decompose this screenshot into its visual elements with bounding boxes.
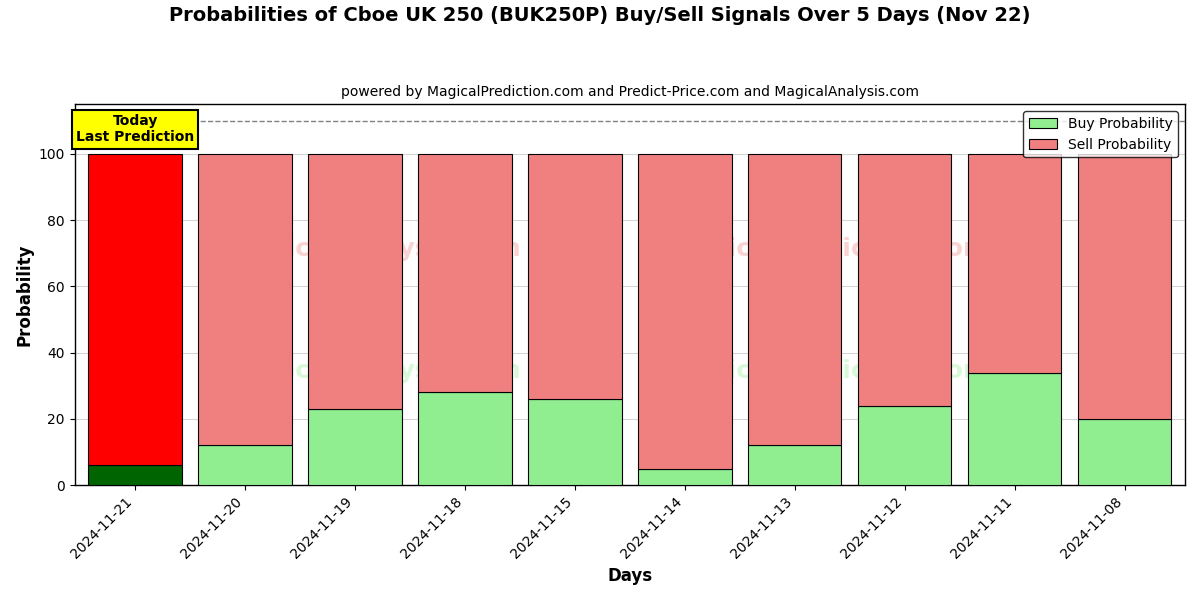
Bar xyxy=(528,154,622,399)
Bar xyxy=(308,154,402,409)
Bar xyxy=(1078,419,1171,485)
Bar xyxy=(968,373,1061,485)
Bar xyxy=(858,154,952,406)
Bar xyxy=(198,445,292,485)
Text: MagicalAnalysis.com: MagicalAnalysis.com xyxy=(228,237,521,261)
Bar xyxy=(858,406,952,485)
Bar xyxy=(1078,154,1171,419)
Bar xyxy=(748,154,841,445)
Bar xyxy=(638,469,732,485)
Text: MagicalPrediction.com: MagicalPrediction.com xyxy=(670,359,990,383)
Bar xyxy=(638,154,732,469)
Bar xyxy=(308,409,402,485)
Bar xyxy=(419,154,511,392)
Text: Probabilities of Cboe UK 250 (BUK250P) Buy/Sell Signals Over 5 Days (Nov 22): Probabilities of Cboe UK 250 (BUK250P) B… xyxy=(169,6,1031,25)
Bar xyxy=(748,445,841,485)
Text: MagicalAnalysis.com: MagicalAnalysis.com xyxy=(228,359,521,383)
Bar xyxy=(89,465,182,485)
Text: MagicalPrediction.com: MagicalPrediction.com xyxy=(670,237,990,261)
Y-axis label: Probability: Probability xyxy=(16,244,34,346)
Text: Today
Last Prediction: Today Last Prediction xyxy=(76,114,194,145)
Bar xyxy=(89,154,182,465)
Bar xyxy=(528,399,622,485)
Bar xyxy=(419,392,511,485)
Legend: Buy Probability, Sell Probability: Buy Probability, Sell Probability xyxy=(1024,111,1178,157)
Title: powered by MagicalPrediction.com and Predict-Price.com and MagicalAnalysis.com: powered by MagicalPrediction.com and Pre… xyxy=(341,85,919,99)
Bar xyxy=(198,154,292,445)
Bar xyxy=(968,154,1061,373)
X-axis label: Days: Days xyxy=(607,567,653,585)
